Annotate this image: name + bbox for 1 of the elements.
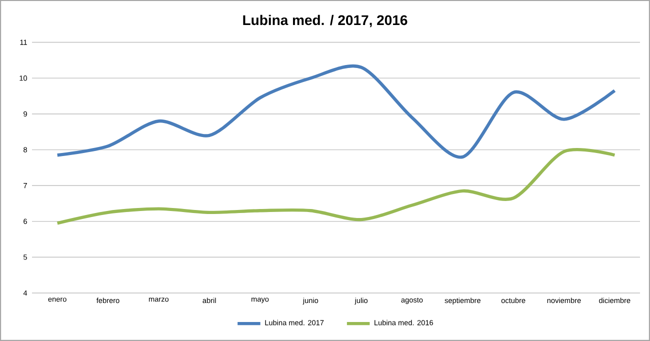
chart-title: Lubina med. / 2017, 2016 xyxy=(243,14,408,28)
